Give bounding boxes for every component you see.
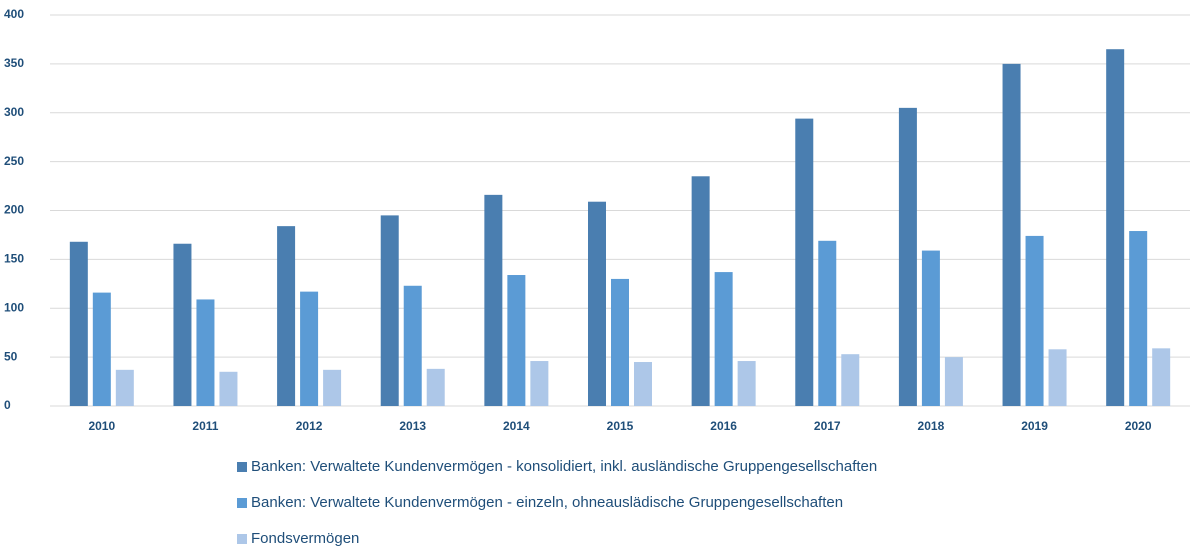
y-tick-label: 300: [4, 105, 24, 119]
y-tick-label: 250: [4, 154, 24, 168]
y-tick-label: 150: [4, 252, 24, 266]
bar: [426, 368, 445, 406]
legend-label: Banken: Verwaltete Kundenvermögen - kons…: [251, 458, 877, 475]
legend-swatch: [237, 498, 247, 508]
bar: [1129, 231, 1148, 406]
bar: [898, 107, 917, 407]
x-tick-label: 2020: [1125, 419, 1152, 433]
bar: [219, 371, 238, 406]
y-tick-label: 50: [4, 349, 18, 363]
bar: [530, 361, 549, 406]
x-tick-label: 2017: [814, 419, 841, 433]
bar: [507, 275, 526, 406]
y-tick-label: 200: [4, 203, 24, 217]
y-tick-label: 350: [4, 56, 24, 70]
y-tick-label: 400: [4, 7, 24, 21]
bar: [588, 201, 606, 406]
bar: [691, 176, 710, 406]
x-tick-label: 2012: [296, 419, 323, 433]
legend-swatch: [237, 534, 247, 544]
bar: [277, 226, 296, 406]
x-tick-label: 2011: [192, 419, 218, 433]
bar: [1048, 349, 1067, 406]
x-tick-label: 2014: [503, 419, 530, 433]
bar: [611, 278, 629, 406]
bar: [1152, 348, 1171, 406]
bar: [403, 285, 422, 406]
x-tick-label: 2016: [710, 419, 737, 433]
y-tick-label: 100: [4, 300, 24, 314]
bar: [115, 369, 134, 406]
x-tick-label: 2018: [918, 419, 945, 433]
x-tick-label: 2019: [1021, 419, 1048, 433]
bar: [69, 241, 88, 406]
bar: [380, 215, 399, 406]
x-tick-label: 2010: [88, 419, 115, 433]
bar: [300, 291, 319, 406]
bar: [1106, 49, 1125, 407]
bar: [737, 361, 756, 406]
bar: [484, 194, 503, 406]
y-tick-label: 0: [4, 398, 11, 412]
bar: [944, 357, 963, 406]
bar: [818, 240, 837, 406]
legend-label: Fondsvermögen: [251, 530, 359, 547]
x-tick-label: 2015: [607, 419, 634, 433]
bar: [323, 369, 342, 406]
bar: [795, 118, 814, 407]
bar: [1025, 235, 1044, 406]
bar: [196, 299, 215, 406]
bar: [921, 250, 940, 406]
bar: [841, 354, 860, 406]
bar: [634, 362, 652, 406]
bar: [1002, 63, 1021, 406]
x-tick-label: 2013: [399, 419, 426, 433]
bar: [92, 292, 111, 406]
legend-swatch: [237, 462, 247, 472]
bar: [714, 272, 733, 406]
bar: [173, 243, 192, 406]
legend-label: Banken: Verwaltete Kundenvermögen - einz…: [251, 494, 843, 511]
